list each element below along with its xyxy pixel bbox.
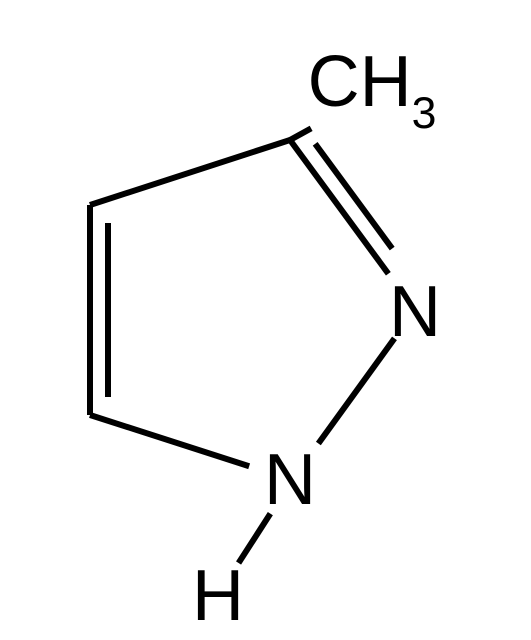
atom-label-n1: N (264, 444, 316, 516)
bond-layer (0, 0, 531, 640)
atom-label-n2: N (389, 276, 441, 348)
atom-label-ch3: CH3 (308, 46, 437, 130)
molecule-diagram: NNHCH3 (0, 0, 531, 640)
atom-label-h1: H (192, 560, 244, 632)
